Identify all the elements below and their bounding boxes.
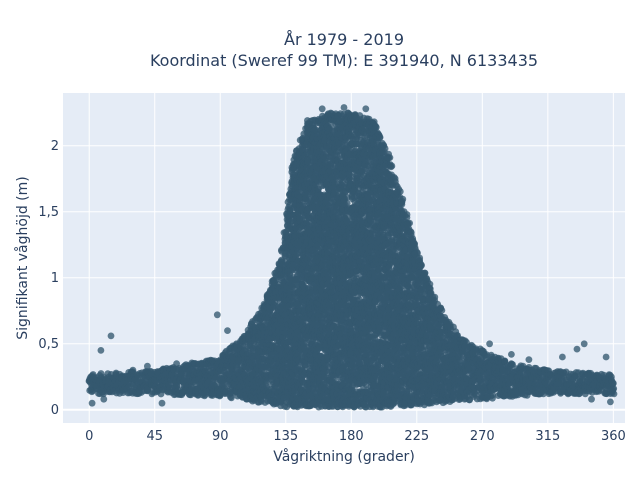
data-points — [85, 104, 618, 411]
